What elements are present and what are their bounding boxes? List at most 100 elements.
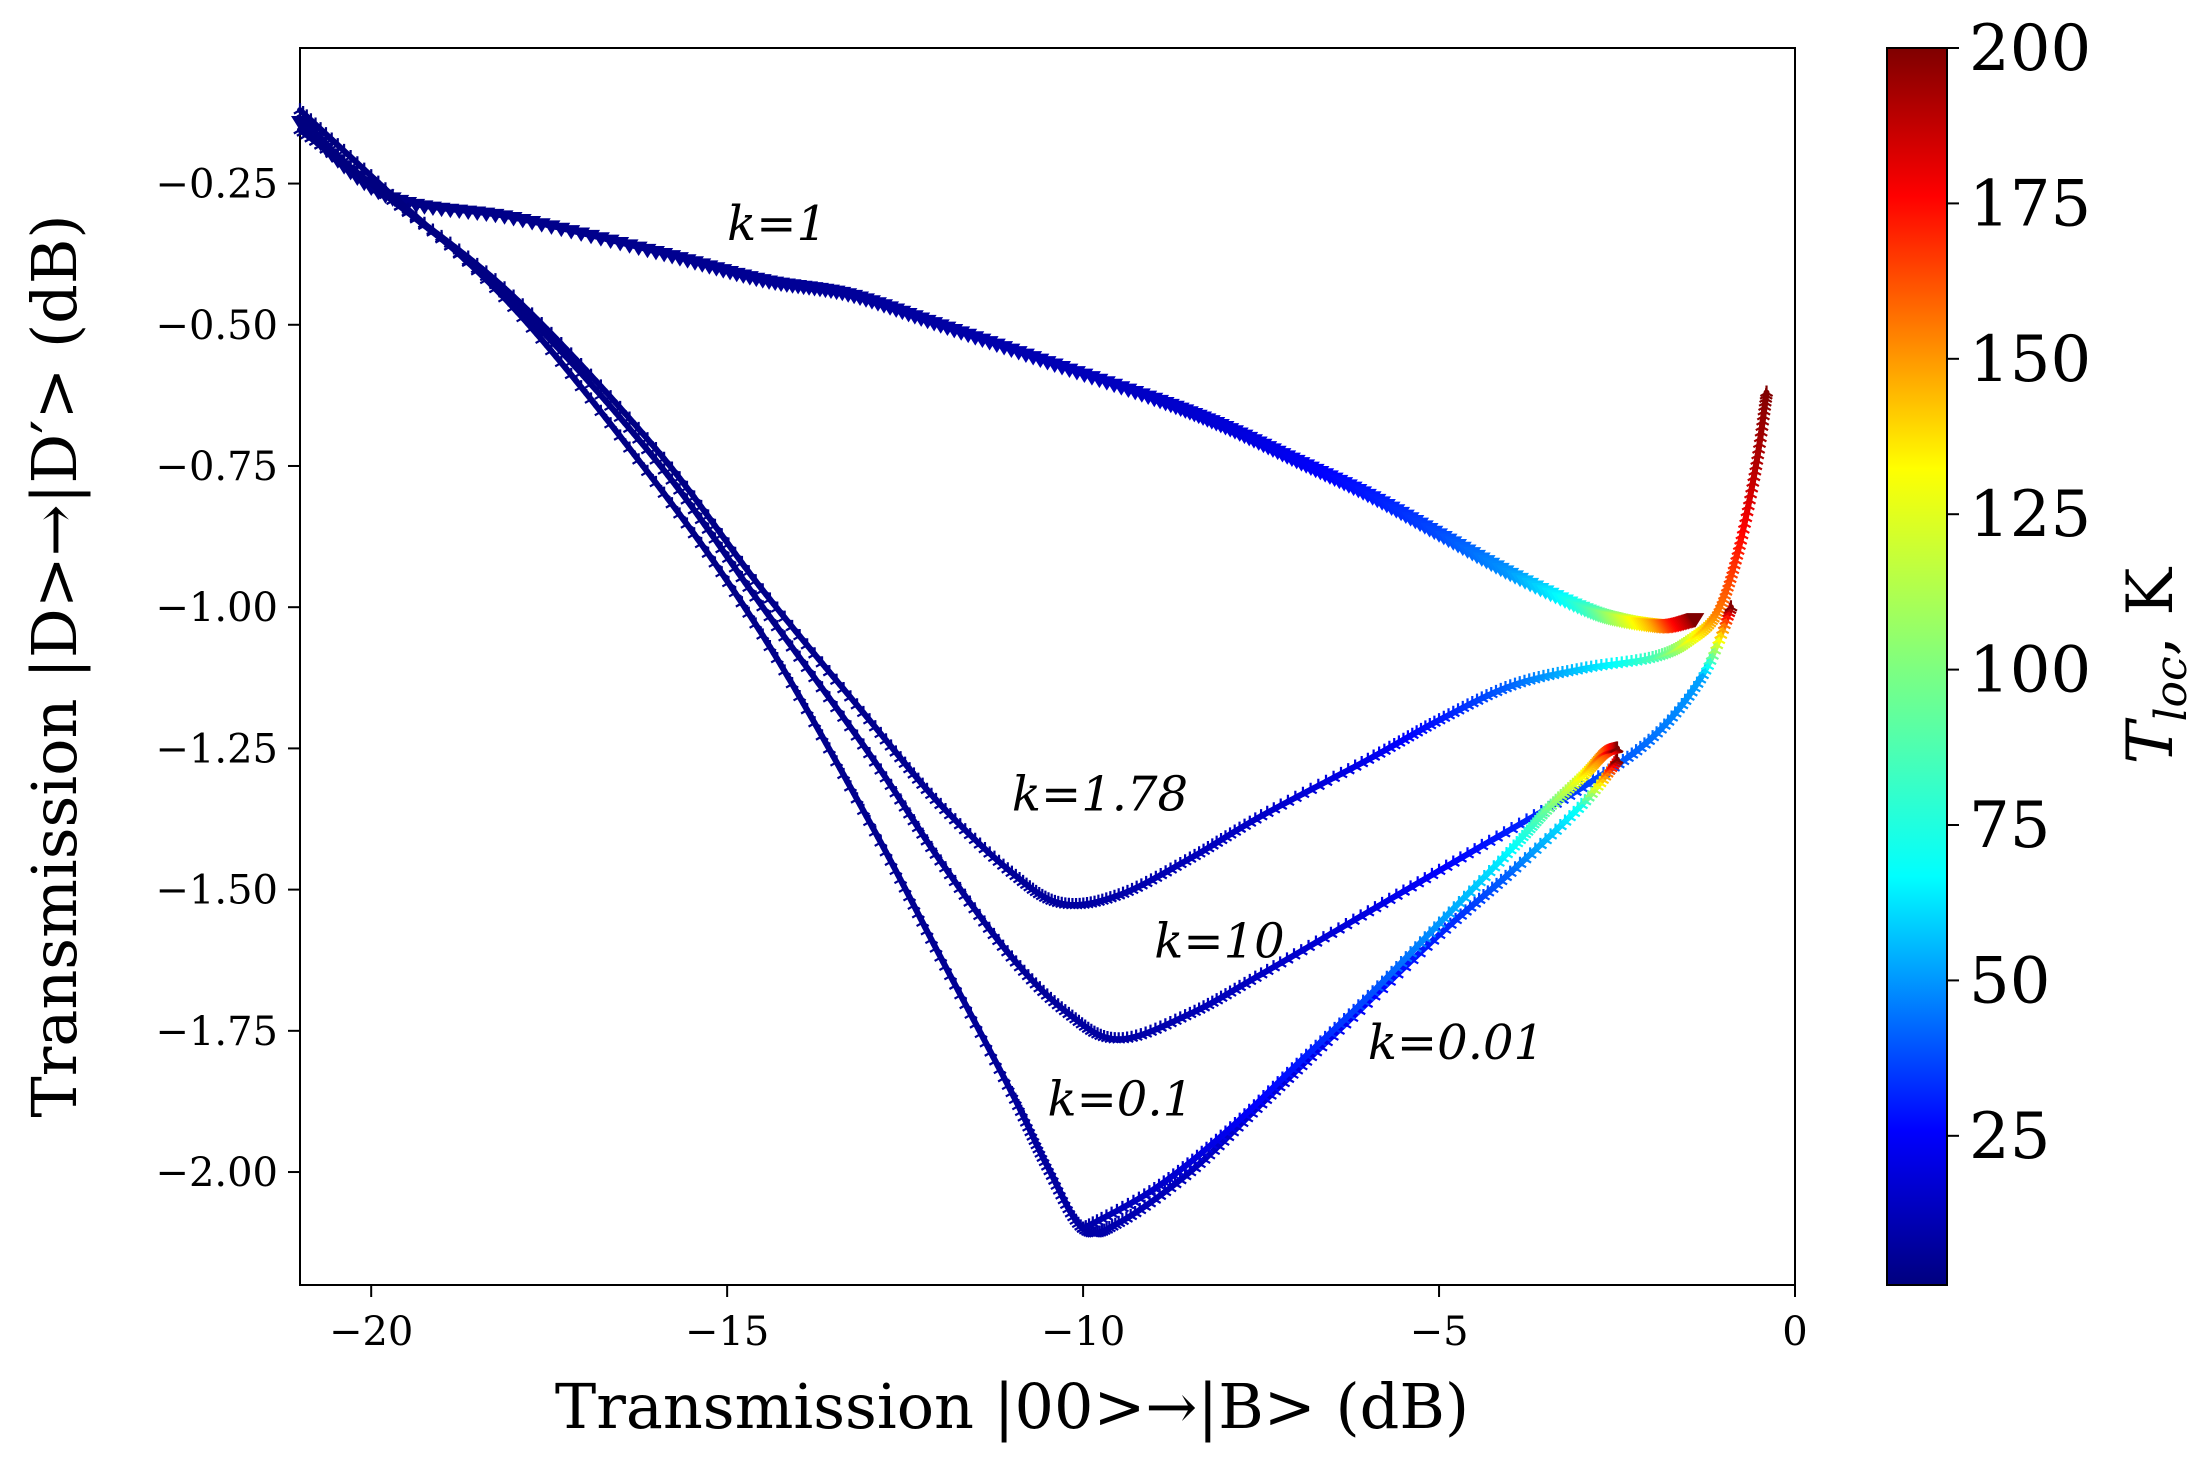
series-marker bbox=[843, 690, 858, 702]
series-marker bbox=[649, 475, 663, 488]
series-marker bbox=[584, 392, 598, 404]
series-marker bbox=[594, 404, 608, 417]
colorbar-title-sub: loc bbox=[2146, 656, 2197, 721]
series-marker bbox=[815, 681, 829, 693]
series-marker bbox=[649, 453, 663, 465]
series-marker bbox=[1324, 926, 1338, 939]
series-marker bbox=[822, 691, 837, 703]
plot-frame bbox=[299, 47, 1796, 1286]
y-axis-title: Transmission |D>→|D′> (dB) bbox=[18, 214, 91, 1117]
series-marker bbox=[1296, 786, 1310, 799]
series-marker bbox=[756, 583, 770, 595]
series-marker bbox=[808, 647, 822, 659]
series-marker bbox=[1316, 931, 1331, 943]
series-marker bbox=[708, 556, 722, 568]
series-marker bbox=[868, 825, 882, 837]
series-marker bbox=[1686, 613, 1705, 628]
series-marker bbox=[749, 574, 763, 586]
series-marker bbox=[850, 698, 864, 710]
series-marker bbox=[770, 601, 784, 613]
series-marker bbox=[680, 493, 694, 505]
series-marker bbox=[1331, 922, 1346, 934]
x-tick-label: −5 bbox=[1410, 1309, 1469, 1355]
series-marker bbox=[749, 617, 763, 629]
series-marker bbox=[665, 473, 679, 485]
series-marker bbox=[1274, 798, 1288, 810]
series-marker bbox=[443, 239, 457, 251]
series-marker bbox=[735, 571, 749, 583]
series-marker bbox=[778, 664, 792, 676]
x-tick-label: −10 bbox=[1041, 1309, 1125, 1355]
series-marker bbox=[574, 380, 588, 392]
series-marker bbox=[452, 247, 466, 259]
series-marker bbox=[603, 417, 618, 429]
series-marker bbox=[1453, 851, 1468, 863]
series-marker bbox=[1354, 909, 1368, 921]
series-marker bbox=[632, 453, 646, 465]
series-marker bbox=[800, 638, 814, 650]
series-marker bbox=[1311, 778, 1325, 791]
series-marker bbox=[829, 755, 844, 767]
series-marker bbox=[1759, 385, 1774, 398]
series-marker bbox=[516, 310, 530, 323]
series-label: k=0.1 bbox=[1048, 1072, 1194, 1128]
series-marker bbox=[815, 656, 829, 668]
y-tick-label: −1.75 bbox=[155, 1009, 278, 1055]
series-marker bbox=[1341, 763, 1355, 775]
curves-group bbox=[291, 103, 1774, 1238]
series-marker bbox=[742, 565, 756, 577]
series-marker bbox=[715, 566, 729, 578]
series-marker bbox=[701, 546, 715, 559]
series-marker bbox=[470, 264, 484, 276]
series-marker bbox=[850, 792, 864, 804]
series-marker bbox=[1425, 867, 1439, 880]
colorbar-title-suffix: , K bbox=[2114, 567, 2188, 657]
series-marker bbox=[409, 209, 423, 221]
colorbar-tick-label: 125 bbox=[1969, 478, 2091, 552]
series-marker bbox=[1375, 896, 1389, 909]
series-marker bbox=[694, 536, 708, 549]
series-marker bbox=[364, 169, 378, 181]
series-marker bbox=[401, 202, 415, 214]
series-marker bbox=[337, 143, 351, 156]
series-marker bbox=[665, 497, 679, 509]
series-marker bbox=[785, 640, 799, 652]
series-marker bbox=[822, 742, 837, 754]
series-marker bbox=[1396, 884, 1411, 896]
series-marker bbox=[640, 464, 655, 477]
colorbar-tick-label: 175 bbox=[1969, 167, 2091, 241]
series-marker bbox=[1368, 901, 1382, 913]
series-marker bbox=[506, 300, 521, 313]
series-marker bbox=[687, 503, 701, 515]
y-tick-label: −1.25 bbox=[155, 726, 278, 772]
series-marker bbox=[721, 575, 736, 588]
series-marker bbox=[763, 639, 777, 652]
series-marker bbox=[1361, 905, 1375, 917]
colorbar-gradient bbox=[1886, 47, 1948, 1286]
series-marker bbox=[417, 216, 432, 229]
series-marker bbox=[778, 630, 792, 642]
x-tick-label: 0 bbox=[1782, 1309, 1807, 1355]
colorbar-tick-label: 75 bbox=[1969, 789, 2050, 863]
series-marker bbox=[1724, 600, 1738, 612]
series-marker bbox=[843, 720, 858, 732]
series-marker bbox=[785, 619, 799, 632]
series-marker bbox=[613, 429, 627, 441]
series-marker bbox=[756, 600, 770, 612]
series-marker bbox=[815, 729, 829, 741]
series-marker bbox=[763, 610, 777, 622]
series-marker bbox=[1489, 830, 1504, 842]
series-marker bbox=[850, 729, 864, 741]
y-tick-label: −0.75 bbox=[155, 444, 278, 490]
series-marker bbox=[742, 580, 756, 593]
series-marker bbox=[640, 443, 655, 455]
series-marker bbox=[1432, 863, 1446, 876]
series-marker bbox=[680, 517, 694, 529]
colorbar-title-main: T bbox=[2114, 717, 2188, 764]
series-marker bbox=[749, 590, 763, 602]
series-marker bbox=[1446, 855, 1460, 867]
series-marker bbox=[622, 421, 637, 434]
series-marker bbox=[856, 803, 871, 816]
series-marker bbox=[715, 541, 729, 554]
